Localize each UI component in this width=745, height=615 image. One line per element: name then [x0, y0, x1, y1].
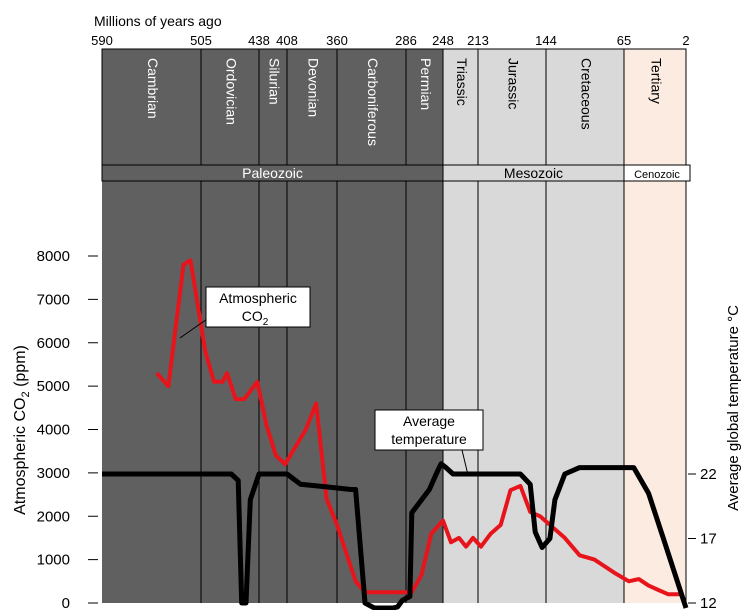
- temperature-line: [102, 461, 689, 611]
- era-bar-paleozoic: Paleozoic: [101, 164, 444, 182]
- x-tick-label: 286: [395, 33, 417, 48]
- y-left-tick-label: 0: [62, 595, 70, 610]
- x-tick-label: 438: [248, 33, 270, 48]
- period-label: Ordovician: [223, 58, 239, 125]
- y-left-tick-label: 4000: [37, 422, 70, 439]
- y-left-axis-title: Atmospheric CO2 (ppm): [12, 345, 32, 515]
- era-label: Paleozoic: [242, 165, 303, 181]
- y-right-tick-label: 17: [700, 531, 717, 548]
- temperature-annotation-line2: temperature: [391, 431, 467, 447]
- x-tick-label: 248: [432, 33, 454, 48]
- period-label: Tertiary: [648, 58, 664, 104]
- y-right-tick-label: 22: [700, 466, 717, 483]
- co2-annotation-box: Atmospheric CO2: [205, 286, 311, 328]
- x-tick-label: 2: [682, 33, 689, 48]
- y-left-tick-label: 8000: [37, 248, 70, 265]
- x-tick-label: 144: [535, 33, 557, 48]
- period-label: Permian: [418, 58, 434, 110]
- annotations: [179, 316, 469, 476]
- y-left-tick-label: 1000: [37, 552, 70, 569]
- temperature-annotation-line1: Average: [403, 413, 455, 429]
- time-axis-title: Millions of years ago: [94, 13, 222, 29]
- temperature-leader-line: [461, 449, 469, 476]
- y-right-tick-label: 12: [700, 595, 717, 610]
- co2-leader-line: [179, 316, 211, 339]
- era-bar-mesozoic: Mesozoic: [442, 164, 625, 182]
- co2-line: [155, 258, 683, 597]
- period-boxes: Cambrian Ordovician Silurian Devonian Carbon…: [101, 48, 687, 166]
- period-label: Carboniferous: [365, 58, 381, 146]
- x-tick-label: 360: [326, 33, 348, 48]
- y-left-tick-label: 3000: [37, 465, 70, 482]
- y-ticks: 0 1000 2000 3000 4000 5000 6000 7000 8000 12 17 22: [37, 248, 717, 612]
- era-label: Mesozoic: [504, 165, 563, 181]
- period-label: Cambrian: [145, 58, 161, 119]
- y-left-tick-label: 7000: [37, 291, 70, 308]
- era-bars: Paleozoic Mesozoic Cenozoic: [101, 164, 691, 182]
- period-label: Devonian: [305, 58, 321, 117]
- co2-annotation-line1: Atmospheric: [219, 290, 297, 306]
- era-label: Cenozoic: [634, 169, 680, 181]
- x-tick-label: 213: [467, 33, 489, 48]
- period-label: Jurassic: [505, 58, 521, 109]
- series-lines: [102, 258, 689, 611]
- era-backgrounds: [102, 49, 686, 603]
- x-tick-label: 65: [617, 33, 631, 48]
- x-tick-label: 590: [91, 33, 113, 48]
- x-tick-label: 408: [276, 33, 298, 48]
- y-left-tick-label: 2000: [37, 508, 70, 525]
- era-bar-cenozoic: Cenozoic: [623, 164, 691, 182]
- y-right-axis-title: Average global temperature °C: [725, 305, 742, 511]
- period-label: Triassic: [454, 58, 470, 106]
- y-left-tick-label: 6000: [37, 335, 70, 352]
- period-label: Silurian: [266, 58, 282, 105]
- x-tick-label: 505: [190, 33, 212, 48]
- x-ticks: 590 505 438 408 360 286 248 213 144 65 2: [91, 33, 689, 48]
- temperature-annotation-box: Average temperature: [374, 409, 484, 451]
- y-left-tick-label: 5000: [37, 378, 70, 395]
- period-label: Cretaceous: [578, 58, 594, 130]
- co2-annotation-line2: CO2: [242, 308, 269, 328]
